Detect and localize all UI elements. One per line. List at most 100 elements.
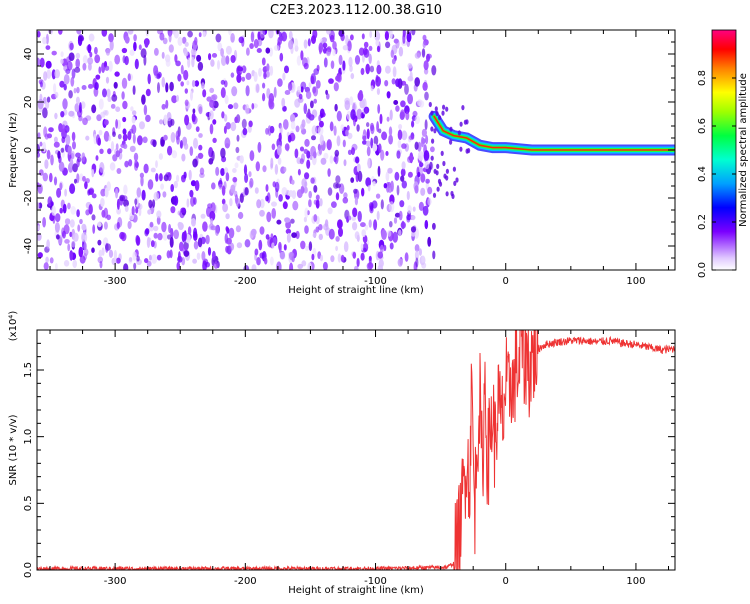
noise-blob <box>421 48 426 58</box>
noise-blob <box>176 174 180 183</box>
noise-blob <box>326 139 332 151</box>
noise-blob <box>426 53 430 63</box>
noise-blob <box>163 174 169 182</box>
noise-blob <box>422 81 428 91</box>
noise-blob <box>159 32 165 41</box>
transition-blob <box>434 106 438 112</box>
noise-blob <box>392 66 397 78</box>
x-tick-label: -100 <box>364 576 387 587</box>
noise-blob <box>46 133 53 139</box>
noise-blob <box>271 201 277 207</box>
noise-blob <box>183 143 189 150</box>
noise-blob <box>430 146 435 153</box>
noise-blob <box>375 76 381 87</box>
y-tick-label: 40 <box>23 48 34 61</box>
noise-blob <box>271 208 277 219</box>
noise-blob <box>313 214 318 222</box>
x-tick-label: 100 <box>626 576 645 587</box>
noise-blob <box>228 227 235 239</box>
noise-blob <box>231 86 238 97</box>
noise-blob <box>174 54 178 63</box>
noise-blob <box>224 137 231 149</box>
noise-blob <box>248 120 253 128</box>
noise-blob <box>322 42 328 49</box>
noise-blob <box>313 185 318 193</box>
noise-blob <box>310 75 315 85</box>
noise-blob <box>400 175 405 182</box>
noise-blob <box>383 183 388 189</box>
noise-blob <box>372 143 378 152</box>
noise-blob <box>202 221 208 232</box>
noise-blob <box>377 165 381 177</box>
noise-blob <box>318 145 323 155</box>
noise-blob <box>170 206 176 214</box>
noise-blob <box>105 243 111 251</box>
noise-blob <box>108 249 114 258</box>
noise-blob <box>385 65 391 74</box>
noise-blob <box>344 100 351 111</box>
noise-blob <box>173 180 178 189</box>
noise-blob <box>212 250 216 260</box>
noise-blob <box>417 171 421 178</box>
noise-blob <box>225 213 230 220</box>
noise-blob <box>122 128 127 135</box>
noise-blob <box>138 44 142 50</box>
noise-blob <box>400 168 406 177</box>
noise-blob <box>133 262 137 270</box>
noise-blob <box>83 248 89 257</box>
noise-blob <box>239 155 244 164</box>
noise-blob <box>295 125 300 133</box>
noise-blob <box>227 104 234 110</box>
noise-blob <box>89 51 93 58</box>
noise-blob <box>368 256 372 265</box>
noise-blob <box>421 262 427 269</box>
noise-blob <box>407 171 413 178</box>
noise-blob <box>230 72 235 78</box>
noise-blob <box>357 210 362 223</box>
noise-blob <box>396 150 401 159</box>
noise-blob <box>67 243 71 252</box>
noise-blob <box>369 30 373 38</box>
noise-blob <box>88 83 94 89</box>
noise-blob <box>279 124 283 135</box>
y-tick-label: 0.0 <box>23 562 34 578</box>
noise-blob <box>165 99 169 109</box>
noise-blob <box>156 216 161 225</box>
noise-blob <box>419 162 424 168</box>
noise-blob <box>66 60 73 71</box>
noise-blob <box>304 245 310 251</box>
noise-blob <box>265 195 269 202</box>
noise-blob <box>420 136 425 148</box>
transition-blob <box>438 115 442 121</box>
noise-blob <box>376 64 382 75</box>
noise-blob <box>211 53 218 58</box>
noise-blob <box>190 180 197 187</box>
noise-blob <box>105 76 110 84</box>
noise-blob <box>69 183 76 194</box>
noise-blob <box>305 90 312 100</box>
noise-blob <box>197 61 204 71</box>
noise-blob <box>104 119 109 126</box>
noise-blob <box>306 159 311 169</box>
noise-blob <box>411 215 416 221</box>
noise-blob <box>310 177 315 184</box>
noise-blob <box>373 219 378 231</box>
noise-blob <box>57 150 61 159</box>
y-tick-label: 0 <box>23 147 34 153</box>
noise-blob <box>159 173 163 182</box>
noise-blob <box>233 102 239 110</box>
noise-blob <box>153 191 159 201</box>
noise-blob <box>400 221 406 229</box>
noise-blob <box>187 57 191 68</box>
transition-blob <box>467 148 471 154</box>
noise-blob <box>303 62 309 70</box>
noise-blob <box>372 181 376 187</box>
noise-blob <box>38 169 44 176</box>
noise-blob <box>123 263 129 270</box>
noise-blob <box>183 250 190 257</box>
noise-blob <box>291 232 297 239</box>
noise-blob <box>98 98 104 110</box>
noise-blob <box>303 39 308 49</box>
noise-blob <box>121 91 125 100</box>
noise-blob <box>127 73 131 82</box>
